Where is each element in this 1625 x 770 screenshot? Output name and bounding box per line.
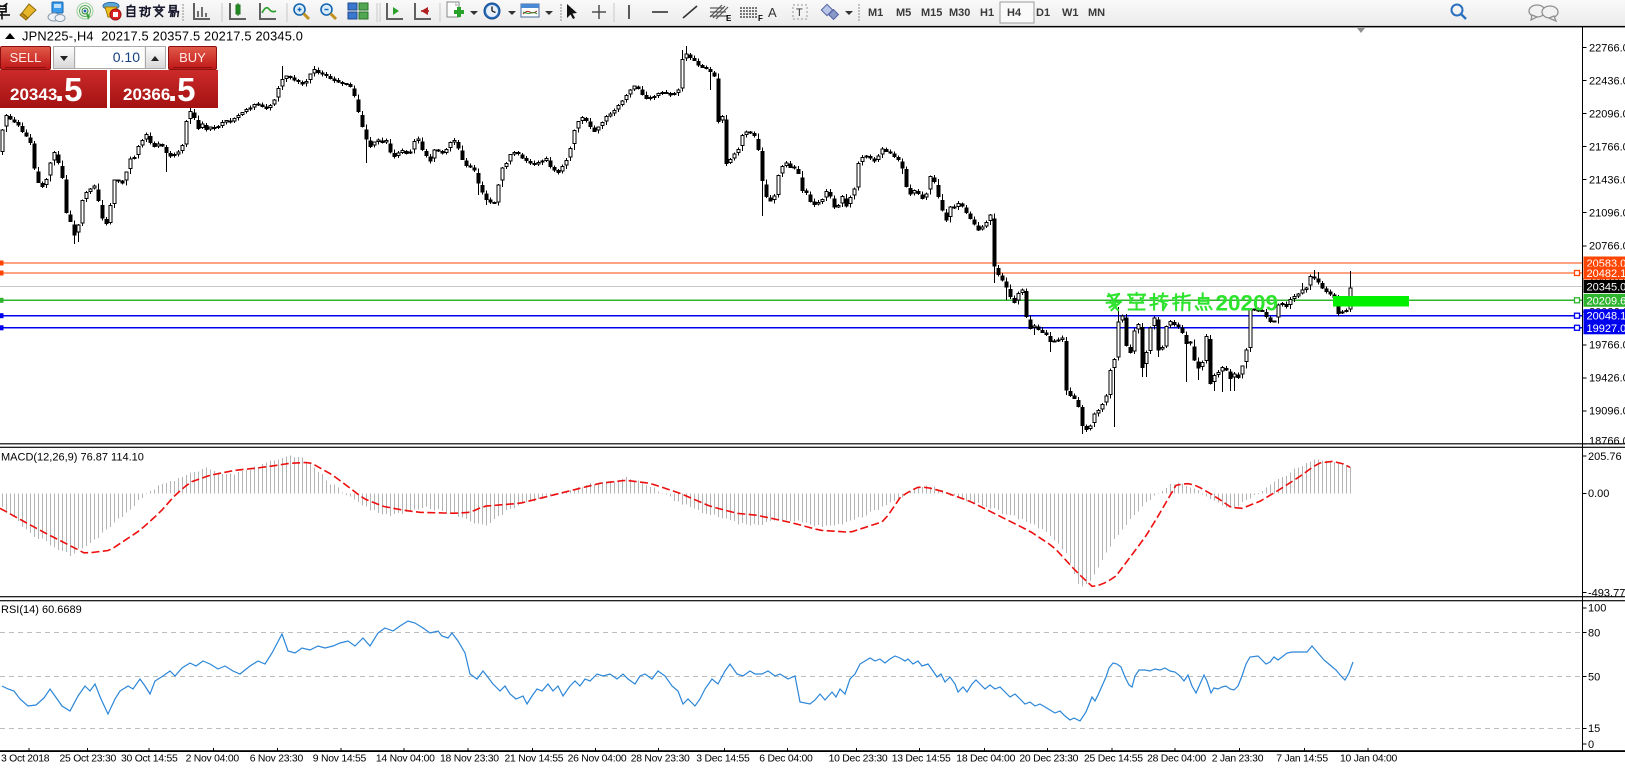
svg-text:18 Nov 23:30: 18 Nov 23:30 <box>440 754 499 765</box>
svg-text:0.00: 0.00 <box>1588 488 1609 500</box>
svg-text:20209: 20209 <box>1216 291 1279 316</box>
svg-text:28 Nov 23:30: 28 Nov 23:30 <box>631 754 690 765</box>
svg-text:21766.0: 21766.0 <box>1589 142 1625 154</box>
svg-text:22436.0: 22436.0 <box>1589 75 1625 87</box>
svg-text:100: 100 <box>1588 603 1606 615</box>
svg-text:19426.0: 19426.0 <box>1589 373 1625 385</box>
svg-text:20345.0: 20345.0 <box>1587 282 1625 294</box>
svg-text:21 Nov 14:55: 21 Nov 14:55 <box>505 754 564 765</box>
svg-text:A: A <box>768 5 777 20</box>
svg-text:20482.1: 20482.1 <box>1587 268 1625 280</box>
svg-text:2 Nov 04:00: 2 Nov 04:00 <box>186 754 240 765</box>
svg-text:MACD(12,26,9) 76.87 114.10: MACD(12,26,9) 76.87 114.10 <box>1 452 144 464</box>
svg-text:80: 80 <box>1588 627 1600 639</box>
svg-text:JPN225-,H4 20217.5 20357.5 20: JPN225-,H4 20217.5 20357.5 20217.5 20345… <box>22 29 303 44</box>
svg-text:M5: M5 <box>896 7 911 19</box>
svg-text:T: T <box>796 7 803 19</box>
svg-text:F: F <box>758 14 763 23</box>
svg-text:E: E <box>726 14 732 23</box>
svg-text:M15: M15 <box>921 7 942 19</box>
svg-text:RSI(14) 60.6689: RSI(14) 60.6689 <box>1 604 82 616</box>
svg-text:W1: W1 <box>1062 7 1079 19</box>
svg-text:28 Dec 04:00: 28 Dec 04:00 <box>1147 754 1206 765</box>
svg-text:13 Dec 14:55: 13 Dec 14:55 <box>892 754 951 765</box>
svg-text:14 Nov 04:00: 14 Nov 04:00 <box>376 754 435 765</box>
svg-text:D1: D1 <box>1036 7 1050 19</box>
svg-text:20766.0: 20766.0 <box>1589 241 1625 253</box>
svg-text:3 Dec 14:55: 3 Dec 14:55 <box>696 754 750 765</box>
svg-text:7 Jan 14:55: 7 Jan 14:55 <box>1276 754 1328 765</box>
svg-text:22096.0: 22096.0 <box>1589 109 1625 121</box>
svg-text:3 Oct 2018: 3 Oct 2018 <box>1 754 50 765</box>
svg-text:26 Nov 04:00: 26 Nov 04:00 <box>568 754 627 765</box>
svg-text:22766.0: 22766.0 <box>1589 42 1625 54</box>
svg-text:H4: H4 <box>1007 7 1022 19</box>
svg-text:18766.0: 18766.0 <box>1589 436 1625 448</box>
svg-text:10 Jan 04:00: 10 Jan 04:00 <box>1340 754 1398 765</box>
svg-text:2 Jan 23:30: 2 Jan 23:30 <box>1212 754 1264 765</box>
svg-text:21436.0: 21436.0 <box>1589 175 1625 187</box>
svg-text:25 Oct 23:30: 25 Oct 23:30 <box>60 754 117 765</box>
svg-text:30 Oct 14:55: 30 Oct 14:55 <box>121 754 178 765</box>
svg-text:0: 0 <box>1588 739 1594 751</box>
svg-text:MN: MN <box>1088 7 1105 19</box>
svg-text:19927.0: 19927.0 <box>1587 323 1625 335</box>
svg-text:-493.77: -493.77 <box>1588 587 1625 599</box>
svg-text:6 Nov 23:30: 6 Nov 23:30 <box>250 754 304 765</box>
svg-text:9 Nov 14:55: 9 Nov 14:55 <box>313 754 367 765</box>
svg-text:21096.0: 21096.0 <box>1589 208 1625 220</box>
svg-text:20209.6: 20209.6 <box>1587 295 1625 307</box>
svg-text:20048.1: 20048.1 <box>1587 311 1625 323</box>
svg-text:19096.0: 19096.0 <box>1589 406 1625 418</box>
svg-text:15: 15 <box>1588 723 1600 735</box>
svg-text:19766.0: 19766.0 <box>1589 340 1625 352</box>
svg-text:50: 50 <box>1588 672 1600 684</box>
svg-text:M30: M30 <box>949 7 970 19</box>
svg-text:10 Dec 23:30: 10 Dec 23:30 <box>829 754 888 765</box>
svg-text:18 Dec 04:00: 18 Dec 04:00 <box>956 754 1015 765</box>
svg-text:25 Dec 14:55: 25 Dec 14:55 <box>1084 754 1143 765</box>
svg-text:6 Dec 04:00: 6 Dec 04:00 <box>759 754 813 765</box>
svg-text:205.76: 205.76 <box>1588 451 1622 463</box>
svg-text:M1: M1 <box>868 7 883 19</box>
svg-text:H1: H1 <box>980 7 994 19</box>
svg-text:20 Dec 23:30: 20 Dec 23:30 <box>1019 754 1078 765</box>
